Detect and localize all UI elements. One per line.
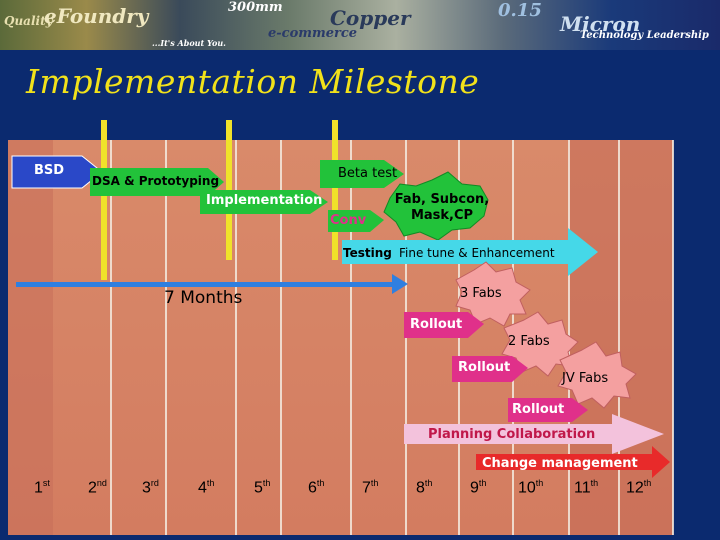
timeline-label-2: 2nd [88,478,107,497]
grid-line [350,140,352,535]
banner-leadership-text: Technology Leadership [580,30,709,41]
timeline-label-5: 5th [254,478,271,497]
implementation-label: Implementation [206,193,323,208]
beta-label: Beta test [338,166,398,181]
banner-tagline-text: ...It's About You. [152,38,226,48]
conv-label: Conv [330,213,367,228]
rollout3-label: Rollout [512,402,565,417]
timeline-label-7: 7th [362,478,379,497]
grid-line [165,140,167,535]
timeline-label-6: 6th [308,478,325,497]
column-band-left [8,140,53,535]
banner-300mm-text: 300mm [228,0,283,15]
rollout3-arrow [508,398,588,422]
timeline-label-4: 4th [198,478,215,497]
banner-micron-text: Micron [560,12,641,36]
banner-quality-text: Quality [4,14,53,28]
jvfabs-burst [557,341,637,409]
conv-arrow [328,210,384,232]
testing-arrow [342,228,598,276]
fabs3-burst [455,261,531,327]
change-label: Change management [482,456,638,471]
months-bar [16,282,392,287]
rollout2-arrow [452,356,528,382]
rollout1-label: Rollout [410,317,463,332]
fabs2-burst [501,311,579,377]
jvfabs-label: JV Fabs [562,371,609,386]
change-arrow [476,446,670,478]
beta-arrow [320,160,404,188]
timeline-label-1: 1st [34,478,50,497]
rollout2-label: Rollout [458,360,511,375]
finetune-label: Fine tune & Enhancement [399,246,555,260]
grid-line [235,140,237,535]
bsd-label: BSD [34,163,65,178]
planning-label: Planning Collaboration [428,427,596,442]
rollout1-arrow [404,312,484,338]
implementation-arrow [200,190,328,214]
fabs2-label: 2 Fabs [508,334,550,349]
dsa-arrow [90,168,224,196]
timeline-label-9: 9th [470,478,487,497]
timeline-label-3: 3rd [142,478,159,497]
timeline-label-10: 10th [518,478,544,497]
grid-line [280,140,282,535]
banner-ecommerce-text: e-commerce [268,26,358,41]
dsa-label: DSA & Prototyping [92,174,220,188]
header-banner: Quality eFoundry 300mm Copper e-commerce… [0,0,720,50]
milestone-marker-3 [332,120,338,260]
timeline-label-12: 12th [626,478,652,497]
milestone-marker-1 [101,120,107,280]
timeline-label-11: 11th [574,478,599,497]
grid-line [110,140,112,535]
banner-efoundry-text: eFoundry [44,4,149,28]
grid-line [618,140,620,535]
fab-label: Fab, Subcon, Mask,CP [394,192,490,223]
grid-line [672,140,674,535]
planning-arrow [404,414,664,454]
months-arrowhead [392,274,408,294]
fabs3-label: 3 Fabs [460,286,502,301]
timeline-label-8: 8th [416,478,433,497]
banner-015-text: 0.15 [498,0,542,21]
testing-label: Testing [343,246,392,260]
banner-copper-text: Copper [330,6,411,30]
page-title: Implementation Milestone [26,62,480,101]
months-label: 7 Months [164,288,243,308]
